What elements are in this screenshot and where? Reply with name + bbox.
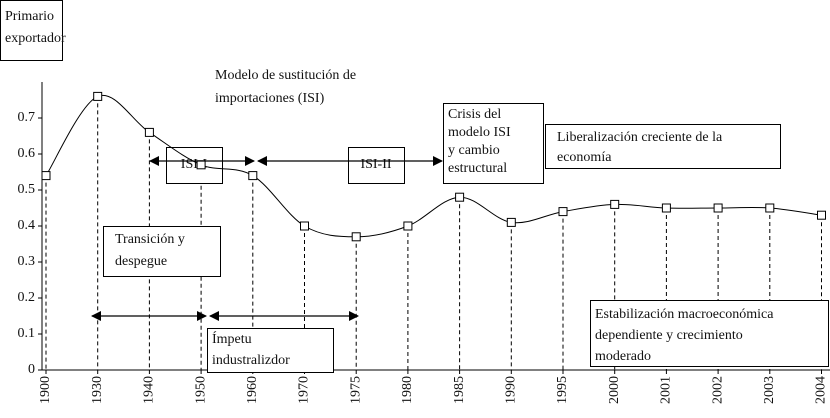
x-tick-label: 2001: [659, 376, 674, 404]
annotation-text: dependiente y crecimiento: [595, 328, 743, 343]
x-tick-label: 1975: [348, 376, 363, 404]
x-tick-label: 1940: [142, 376, 157, 404]
annotation-text: Crisis del: [448, 107, 501, 122]
point-marker: [661, 203, 671, 213]
y-tick-label: 0.2: [18, 290, 36, 305]
data-line: [45, 94, 822, 238]
x-tick-label: 1970: [297, 376, 312, 404]
point-marker: [817, 210, 826, 220]
point-marker: [196, 160, 206, 170]
annotation-text: importaciones (ISI): [215, 91, 325, 106]
annotation-text: exportador: [5, 31, 66, 46]
annotation-text: modelo ISI: [448, 125, 511, 140]
point-marker: [248, 171, 258, 181]
annotation-box: [443, 103, 544, 184]
annotation-text: despegue: [115, 254, 167, 269]
annotation-box: [545, 124, 781, 169]
x-tick-label: 2002: [710, 376, 725, 404]
annotation-text: Ímpetu: [212, 330, 252, 347]
y-tick-label: 0.5: [18, 182, 36, 197]
point-marker: [506, 217, 516, 227]
y-tick-label: 0.6: [18, 146, 36, 161]
annotation-text: Liberalización creciente de la: [557, 130, 723, 145]
x-tick-label: 1930: [90, 376, 105, 404]
annotation-text: moderado: [595, 349, 651, 364]
point-marker: [558, 207, 568, 217]
annotation-text: estructural: [448, 161, 507, 176]
point-marker: [403, 221, 413, 231]
point-marker: [351, 232, 361, 242]
annotation-text: industralizdor: [212, 353, 290, 368]
x-tick-label: 1950: [193, 376, 208, 404]
annotation-text: ISI-II: [360, 157, 391, 172]
x-tick-label: 1960: [245, 376, 260, 404]
annotation-text: y cambio: [448, 143, 500, 158]
annotation-text: Primario: [5, 9, 54, 24]
y-tick-label: 0.3: [18, 254, 36, 269]
point-marker: [144, 127, 154, 137]
point-marker: [41, 171, 51, 181]
y-tick-label: 0.7: [18, 110, 36, 125]
annotation-text: Estabilización macroeconómica: [595, 307, 774, 322]
point-marker: [610, 199, 620, 209]
annotation-box: [103, 226, 221, 277]
point-marker: [455, 192, 465, 202]
x-tick-label: 2004: [814, 376, 829, 404]
x-tick-label: 2000: [607, 376, 622, 404]
x-tick-label: 2003: [762, 376, 777, 404]
point-marker: [300, 221, 309, 231]
x-tick-label: 1985: [452, 376, 467, 404]
point-marker: [713, 203, 723, 213]
annotation-text: Modelo de sustitución de: [215, 68, 356, 83]
y-tick-label: 0: [28, 362, 35, 377]
annotation-box: [207, 328, 334, 373]
x-tick-label: 1900: [38, 376, 53, 404]
annotation-box: [590, 300, 829, 367]
y-tick-label: 0.4: [18, 218, 36, 233]
annotation-text: Transición y: [115, 232, 185, 247]
x-tick-label: 1990: [504, 376, 519, 404]
y-tick-label: 0.1: [18, 326, 36, 341]
annotation-box: [0, 0, 63, 61]
point-marker: [765, 203, 775, 213]
x-tick-label: 1980: [400, 376, 415, 404]
x-tick-label: 1995: [555, 376, 570, 404]
point-marker: [93, 91, 103, 101]
annotation-text: economía: [557, 150, 612, 165]
period-arrows: [91, 156, 443, 321]
